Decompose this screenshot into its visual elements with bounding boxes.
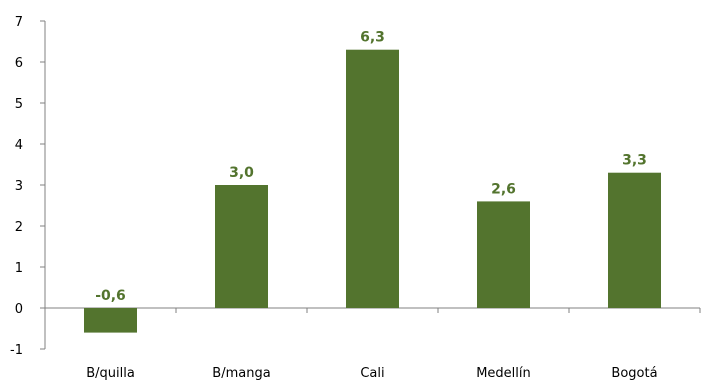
y-tick-label: 6	[15, 56, 23, 71]
y-tick-label: 7	[15, 15, 23, 30]
bar	[84, 308, 137, 333]
category-label: Medellín	[476, 366, 531, 381]
data-label: 3,0	[229, 165, 254, 181]
bars	[84, 49, 661, 333]
bar	[346, 49, 399, 308]
y-axis: -1 0 1 2 3 4 5 6 7	[10, 15, 46, 358]
bar	[477, 201, 530, 308]
category-label: Cali	[360, 366, 384, 381]
y-tick-label: 2	[15, 220, 23, 235]
data-label: 2,6	[491, 181, 516, 197]
bar	[608, 172, 661, 308]
data-labels: -0,6 3,0 6,3 2,6 3,3	[95, 30, 647, 304]
bar	[215, 185, 268, 308]
data-label: 3,3	[622, 153, 647, 169]
x-axis: B/quilla B/manga Cali Medellín Bogotá	[44, 307, 701, 381]
category-label: B/quilla	[86, 366, 135, 381]
y-tick-label: 3	[15, 179, 23, 194]
category-label: Bogotá	[611, 366, 657, 381]
category-label: B/manga	[212, 366, 270, 381]
y-tick-label: 5	[15, 97, 23, 112]
y-tick-label: 0	[15, 302, 23, 317]
y-tick-label: 1	[15, 261, 23, 276]
data-label: -0,6	[95, 288, 126, 304]
y-tick-label: 4	[15, 138, 23, 153]
data-label: 6,3	[360, 30, 385, 46]
y-tick-label: -1	[10, 343, 23, 358]
